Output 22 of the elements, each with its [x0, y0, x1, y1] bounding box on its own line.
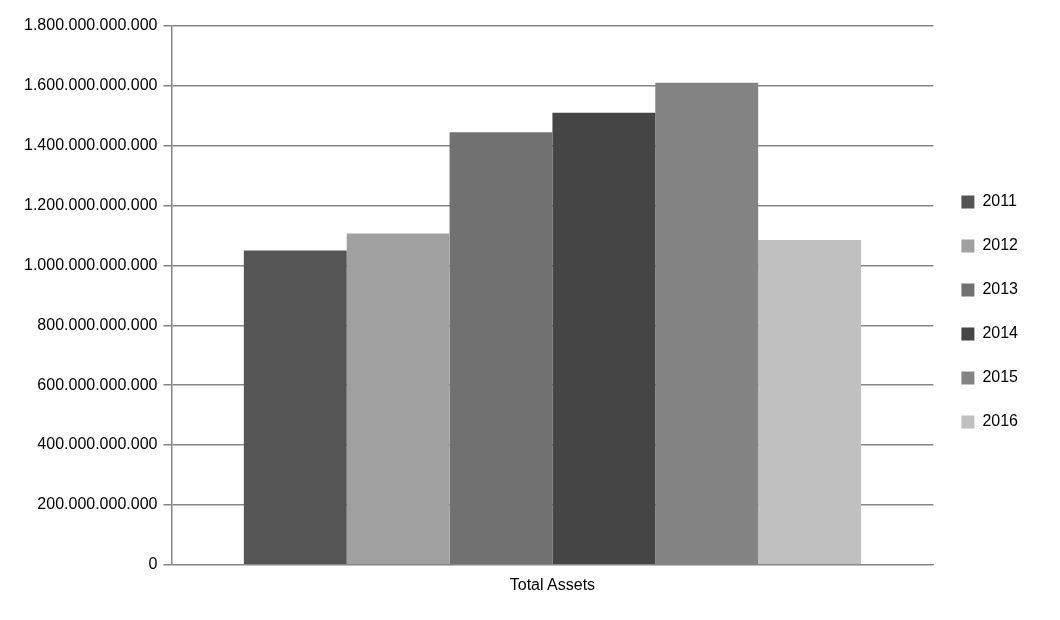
bar: [449, 132, 553, 565]
bar: [346, 233, 450, 565]
y-tick-label: 1.200.000.000.000: [23, 196, 158, 214]
y-tick-label: 1.000.000.000.000: [23, 255, 158, 273]
y-tick-label: 1.600.000.000.000: [23, 76, 158, 94]
y-tick-label: 600.000.000.000: [37, 375, 158, 393]
x-tick-label: Total Assets: [509, 575, 596, 593]
bar: [758, 240, 862, 565]
bar: [243, 250, 347, 565]
y-tick-label: 200.000.000.000: [37, 495, 158, 513]
y-tick-label: 1.400.000.000.000: [23, 136, 158, 154]
legend-label: 2013: [982, 280, 1019, 298]
legend-label: 2011: [982, 192, 1017, 210]
legend-label: 2014: [982, 324, 1019, 342]
legend-label: 2015: [982, 368, 1019, 386]
y-tick-label: 400.000.000.000: [37, 435, 158, 453]
y-tick-label: 800.000.000.000: [37, 315, 158, 333]
y-tick-label: 0: [148, 555, 158, 573]
y-tick-label: 1.800.000.000.000: [23, 16, 158, 34]
bar: [552, 112, 656, 565]
legend-label: 2016: [982, 412, 1019, 430]
legend-label: 2012: [982, 236, 1019, 254]
